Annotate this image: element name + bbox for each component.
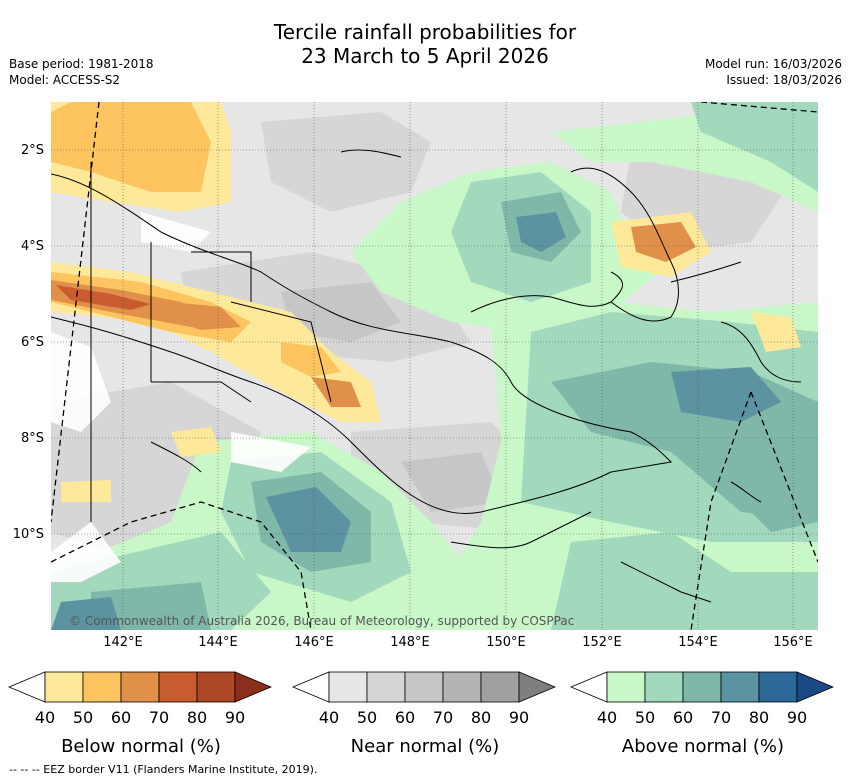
lon-label: 142°E <box>103 635 143 650</box>
colorbar-tick: 70 <box>710 708 732 727</box>
colorbar-tick: 50 <box>356 708 378 727</box>
eez-borders <box>51 102 818 630</box>
colorbar-swatch <box>720 671 760 703</box>
lon-label: 156°E <box>773 635 813 650</box>
colorbar-above-ticks: 40 50 60 70 80 90 <box>570 708 836 730</box>
lon-label: 146°E <box>294 635 334 650</box>
colorbar-swatch <box>758 671 798 703</box>
colorbar-title: Above normal (%) <box>621 736 785 757</box>
colorbar-near-swatches <box>291 671 557 703</box>
colorbar-tick: 60 <box>110 708 132 727</box>
colorbar-tick: 60 <box>672 708 694 727</box>
colorbar-tick: 50 <box>634 708 656 727</box>
lon-label: 154°E <box>678 635 718 650</box>
map-title: Tercile rainfall probabilities for 23 Ma… <box>0 20 850 68</box>
colorbar-extend-high <box>234 671 273 703</box>
colorbar-swatch <box>158 671 198 703</box>
colorbar-near-ticks: 40 50 60 70 80 90 <box>292 708 558 730</box>
colorbar-title: Below normal (%) <box>61 736 221 757</box>
colorbar-extend-high <box>518 671 557 703</box>
model-name: Model: ACCESS-S2 <box>9 73 121 87</box>
lat-label: 10°S <box>12 527 44 542</box>
colorbar-swatch <box>480 671 520 703</box>
lat-label: 6°S <box>20 335 44 350</box>
colorbar-swatch <box>366 671 406 703</box>
colorbar-swatch <box>682 671 722 703</box>
colorbar-swatch <box>404 671 444 703</box>
colorbar-tick: 90 <box>786 708 808 727</box>
colorbar-extend-low <box>291 671 330 703</box>
issued-date: Issued: 18/03/2026 <box>726 73 842 87</box>
colorbar-above-normal: 40 50 60 70 80 90 Above normal (%) <box>569 670 836 760</box>
colorbar-tick: 90 <box>224 708 246 727</box>
colorbar-tick: 50 <box>72 708 94 727</box>
no-signal-zones <box>51 212 311 582</box>
colorbar-tick: 40 <box>318 708 340 727</box>
colorbar-tick: 80 <box>470 708 492 727</box>
colorbar-swatch <box>44 671 84 703</box>
near-normal-70-zones <box>281 282 501 512</box>
graticule <box>51 102 818 630</box>
model-run: Model run: 16/03/2026 <box>704 57 842 71</box>
colorbar-tick: 60 <box>394 708 416 727</box>
meta-right: Model run: 16/03/2026 Issued: 18/03/2026 <box>705 56 842 88</box>
title-line-2: 23 March to 5 April 2026 <box>301 44 549 68</box>
copyright-notice: © Commonwealth of Australia 2026, Bureau… <box>69 614 575 628</box>
map-frame: © Commonwealth of Australia 2026, Bureau… <box>51 102 818 630</box>
colorbar-tick: 70 <box>148 708 170 727</box>
lon-label: 144°E <box>198 635 238 650</box>
lat-label: 4°S <box>20 239 44 254</box>
title-line-1: Tercile rainfall probabilities for <box>273 20 577 44</box>
colorbar-above-swatches <box>569 671 835 703</box>
colorbar-below-normal: 40 50 60 70 80 90 Below normal (%) <box>7 670 274 760</box>
colorbar-tick: 70 <box>432 708 454 727</box>
lat-label: 8°S <box>20 431 44 446</box>
colorbar-below-swatches <box>7 671 273 703</box>
colorbar-below-ticks: 40 50 60 70 80 90 <box>8 708 274 730</box>
lon-label: 150°E <box>486 635 526 650</box>
colorbar-tick: 80 <box>748 708 770 727</box>
colorbar-swatch <box>606 671 646 703</box>
above-normal-zones <box>51 102 818 630</box>
colorbar-extend-low <box>569 671 608 703</box>
colorbar-title: Near normal (%) <box>350 736 500 757</box>
colorbar-tick: 90 <box>508 708 530 727</box>
colorbar-swatch <box>328 671 368 703</box>
colorbar-tick: 40 <box>596 708 618 727</box>
colorbar-extend-low <box>7 671 46 703</box>
colorbar-tick: 40 <box>34 708 56 727</box>
colorbar-near-normal: 40 50 60 70 80 90 Near normal (%) <box>291 670 558 760</box>
colorbar-swatch <box>120 671 160 703</box>
base-period: Base period: 1981-2018 <box>9 57 154 71</box>
colorbar-tick: 80 <box>186 708 208 727</box>
colorbar-swatch <box>442 671 482 703</box>
footer-note: -- -- -- EEZ border V11 (Flanders Marine… <box>9 763 318 776</box>
colorbar-extend-high <box>796 671 835 703</box>
colorbar-swatch <box>644 671 684 703</box>
meta-left: Base period: 1981-2018 Model: ACCESS-S2 <box>9 56 154 88</box>
lon-label: 148°E <box>390 635 430 650</box>
colorbar-swatch <box>196 671 236 703</box>
lon-label: 152°E <box>582 635 622 650</box>
lat-label: 2°S <box>20 143 44 158</box>
forecast-map <box>51 102 818 630</box>
coastlines <box>51 149 802 603</box>
colorbar-swatch <box>82 671 122 703</box>
